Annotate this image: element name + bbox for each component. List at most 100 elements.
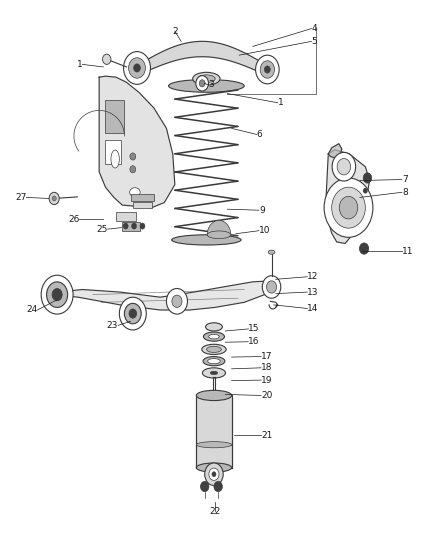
Circle shape bbox=[46, 282, 67, 308]
Circle shape bbox=[265, 66, 270, 73]
Text: 9: 9 bbox=[259, 206, 265, 215]
Text: 6: 6 bbox=[257, 130, 263, 139]
Ellipse shape bbox=[202, 368, 226, 378]
Text: 25: 25 bbox=[96, 224, 108, 233]
Circle shape bbox=[119, 297, 146, 330]
Bar bbox=[122, 222, 140, 231]
Polygon shape bbox=[326, 150, 370, 244]
Text: 22: 22 bbox=[209, 506, 220, 515]
Text: 11: 11 bbox=[402, 247, 413, 256]
Text: 2: 2 bbox=[172, 27, 178, 36]
Circle shape bbox=[52, 288, 62, 301]
Text: 20: 20 bbox=[261, 391, 272, 400]
Circle shape bbox=[214, 481, 223, 491]
Circle shape bbox=[339, 196, 358, 219]
Text: 3: 3 bbox=[208, 80, 214, 90]
Circle shape bbox=[140, 223, 145, 229]
Circle shape bbox=[205, 463, 223, 486]
Text: 26: 26 bbox=[68, 215, 79, 224]
Text: 12: 12 bbox=[307, 272, 319, 281]
Ellipse shape bbox=[207, 346, 221, 352]
Ellipse shape bbox=[169, 79, 244, 92]
Bar bbox=[131, 194, 154, 201]
Text: 24: 24 bbox=[26, 305, 37, 314]
Ellipse shape bbox=[207, 231, 231, 239]
Text: 5: 5 bbox=[311, 37, 317, 46]
Ellipse shape bbox=[196, 390, 232, 401]
Ellipse shape bbox=[196, 442, 232, 448]
Circle shape bbox=[260, 61, 275, 78]
Text: 10: 10 bbox=[259, 226, 270, 235]
Text: 1: 1 bbox=[77, 60, 82, 69]
Circle shape bbox=[172, 295, 182, 308]
Text: 7: 7 bbox=[402, 175, 408, 184]
Circle shape bbox=[360, 243, 369, 254]
Circle shape bbox=[363, 173, 371, 183]
Bar bbox=[196, 395, 232, 467]
Circle shape bbox=[124, 303, 141, 324]
Bar bbox=[105, 140, 121, 164]
Text: 4: 4 bbox=[311, 24, 317, 33]
Circle shape bbox=[266, 281, 277, 293]
Circle shape bbox=[324, 178, 373, 237]
Ellipse shape bbox=[268, 250, 275, 254]
Ellipse shape bbox=[172, 235, 241, 245]
Circle shape bbox=[209, 468, 219, 480]
Circle shape bbox=[130, 166, 136, 173]
Text: 16: 16 bbox=[248, 337, 260, 346]
Text: 15: 15 bbox=[248, 325, 260, 334]
Ellipse shape bbox=[203, 357, 225, 366]
Text: 23: 23 bbox=[107, 321, 118, 330]
Circle shape bbox=[123, 223, 128, 229]
Bar bbox=[133, 201, 152, 208]
Circle shape bbox=[212, 472, 216, 477]
Circle shape bbox=[332, 152, 356, 181]
Wedge shape bbox=[207, 221, 231, 235]
Circle shape bbox=[256, 55, 279, 84]
Polygon shape bbox=[135, 42, 269, 75]
Polygon shape bbox=[328, 144, 342, 158]
Ellipse shape bbox=[130, 188, 140, 197]
Ellipse shape bbox=[202, 344, 226, 354]
Ellipse shape bbox=[198, 75, 215, 83]
Ellipse shape bbox=[196, 463, 232, 472]
Ellipse shape bbox=[208, 334, 219, 339]
Ellipse shape bbox=[203, 332, 224, 341]
Circle shape bbox=[134, 64, 140, 72]
Ellipse shape bbox=[208, 359, 220, 364]
Circle shape bbox=[131, 223, 137, 229]
Polygon shape bbox=[99, 76, 175, 208]
Bar bbox=[105, 100, 124, 133]
Ellipse shape bbox=[205, 323, 223, 331]
Circle shape bbox=[129, 309, 137, 318]
Circle shape bbox=[201, 481, 209, 491]
Circle shape bbox=[130, 153, 136, 160]
Ellipse shape bbox=[193, 72, 220, 85]
Circle shape bbox=[262, 276, 281, 298]
Text: 21: 21 bbox=[261, 431, 272, 440]
Circle shape bbox=[166, 288, 187, 314]
Circle shape bbox=[199, 80, 205, 87]
Circle shape bbox=[102, 54, 111, 64]
Circle shape bbox=[52, 196, 56, 201]
Text: 27: 27 bbox=[15, 193, 26, 202]
Circle shape bbox=[124, 52, 151, 84]
Bar bbox=[116, 212, 136, 222]
Text: 14: 14 bbox=[307, 304, 319, 313]
Ellipse shape bbox=[111, 150, 119, 168]
Circle shape bbox=[364, 189, 367, 193]
Circle shape bbox=[196, 76, 208, 91]
Text: 18: 18 bbox=[261, 364, 272, 373]
Circle shape bbox=[41, 275, 73, 314]
Text: 1: 1 bbox=[278, 98, 284, 107]
Circle shape bbox=[332, 187, 365, 228]
Text: 13: 13 bbox=[307, 288, 319, 296]
Ellipse shape bbox=[210, 371, 218, 375]
Text: 8: 8 bbox=[402, 188, 408, 197]
Polygon shape bbox=[55, 281, 278, 310]
Circle shape bbox=[337, 158, 350, 175]
Text: 19: 19 bbox=[261, 376, 272, 385]
Circle shape bbox=[49, 192, 59, 205]
Text: 17: 17 bbox=[261, 352, 272, 361]
Circle shape bbox=[129, 58, 145, 78]
